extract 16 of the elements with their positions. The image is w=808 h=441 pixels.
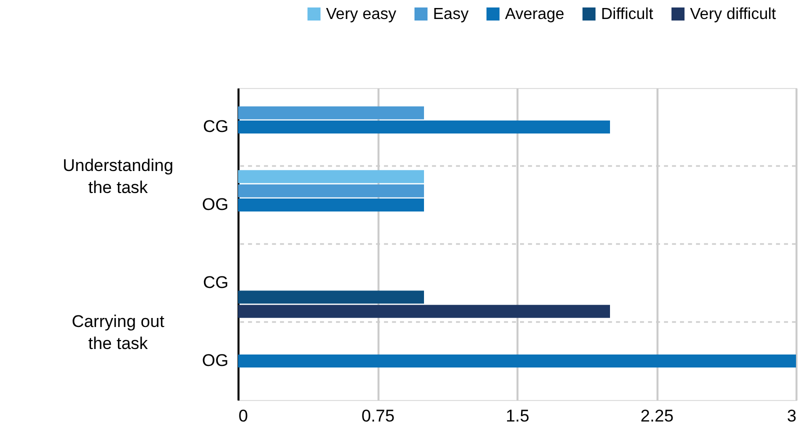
- legend-label: Easy: [433, 6, 469, 23]
- y-tick-label: CG: [203, 273, 228, 292]
- x-tick-label: 1.5: [506, 406, 530, 426]
- text: Understanding the task: [62, 156, 174, 197]
- y-tick-label: CG: [203, 117, 228, 136]
- legend-label: Average: [505, 6, 564, 23]
- legend-label: Very difficult: [690, 6, 777, 23]
- x-tick-label: 0.75: [361, 406, 395, 426]
- legend-label: Very easy: [326, 6, 396, 23]
- y-tick-label: OG: [202, 351, 228, 370]
- x-tick-label: 0: [238, 406, 248, 426]
- x-tick-label: 3: [787, 406, 796, 426]
- legend-label: Difficult: [601, 6, 654, 23]
- y-tick-label: OG: [202, 195, 228, 214]
- text: Carrying out the task: [72, 312, 165, 353]
- x-tick-label: 2.25: [640, 406, 674, 426]
